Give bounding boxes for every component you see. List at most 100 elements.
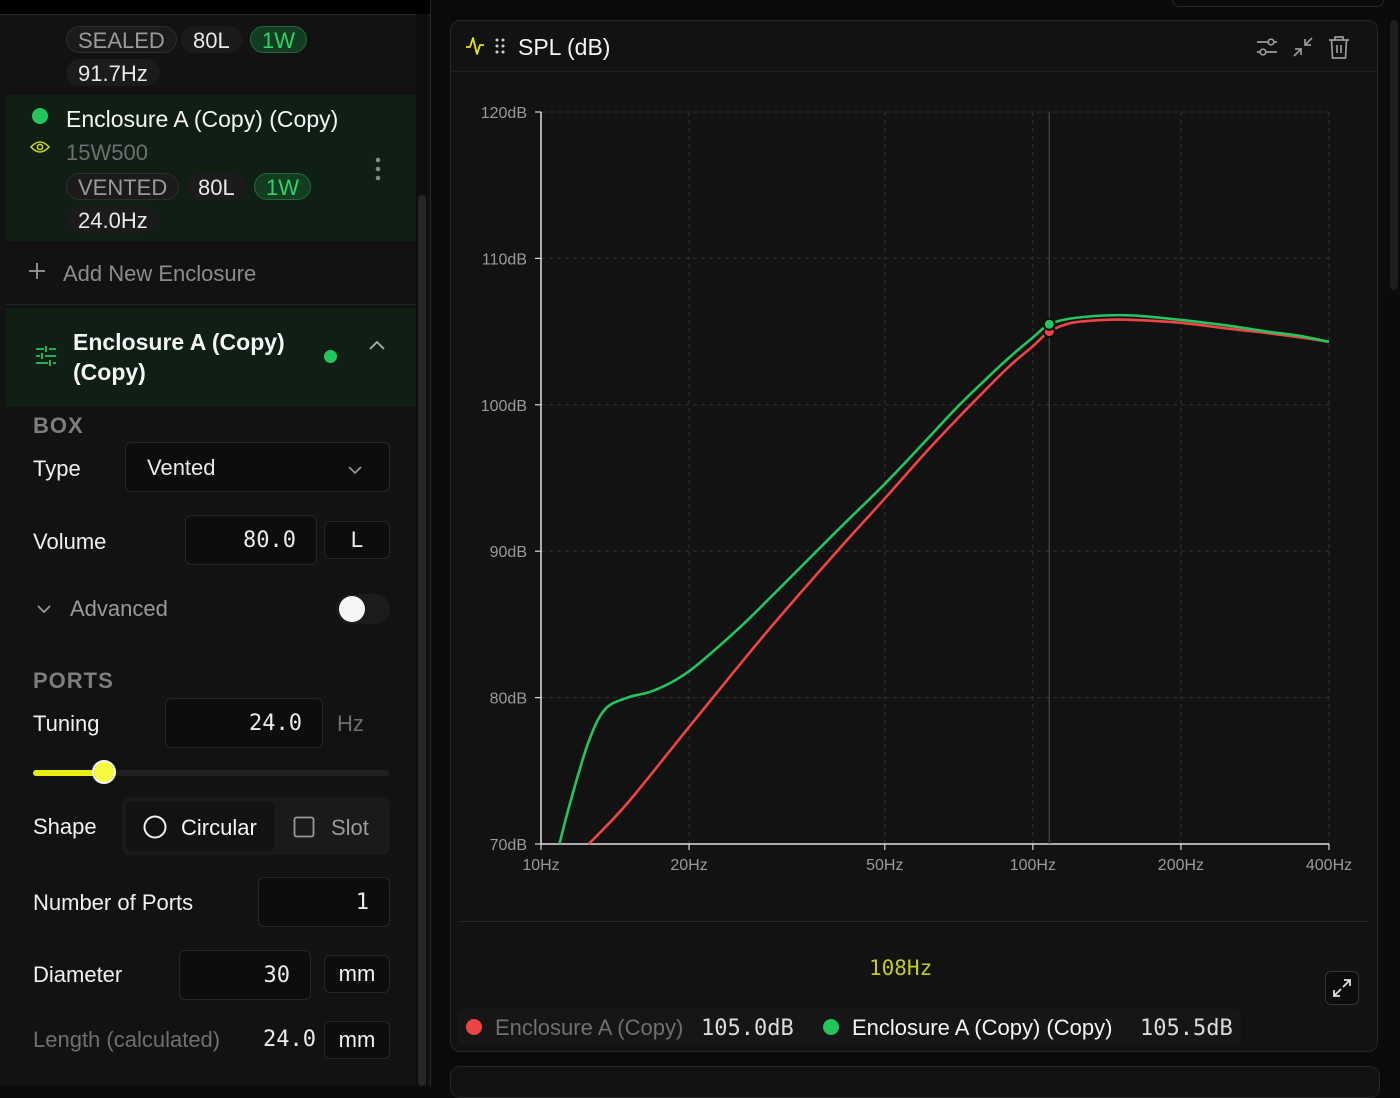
next-card-stub <box>450 1066 1380 1098</box>
y-tick-label: 100dB <box>481 398 527 415</box>
chart-title: SPL (dB) <box>518 34 611 60</box>
volume-badge: 80L <box>181 26 242 53</box>
shape-circular-label: Circular <box>181 815 257 840</box>
legend-series-1-value: 105.0dB <box>701 1016 794 1041</box>
toggle-knob <box>339 596 365 622</box>
x-tick-label: 20Hz <box>670 857 707 874</box>
slider-fill <box>33 770 105 776</box>
square-icon <box>293 816 315 843</box>
circle-icon <box>143 815 167 844</box>
legend-dot-green <box>823 1019 839 1035</box>
shape-segmented-control: Circular Slot <box>122 797 390 855</box>
legend-series-1-name[interactable]: Enclosure A (Copy) <box>495 1015 684 1040</box>
add-new-label: Add New Enclosure <box>63 261 257 286</box>
shape-option-slot[interactable]: Slot <box>278 801 386 851</box>
enclosure-sidebar: SEALED 80L 1W 91.7Hz Enclosure A (Copy) … <box>0 0 431 1086</box>
number-of-ports-input[interactable]: 1 <box>258 877 390 927</box>
frequency-badge: 91.7Hz <box>66 59 160 86</box>
shape-slot-label: Slot <box>331 815 369 840</box>
more-options-icon[interactable] <box>374 157 382 186</box>
chevron-down-icon <box>347 462 363 480</box>
cursor-frequency-readout: 108Hz <box>869 956 933 980</box>
drag-handle-icon[interactable] <box>495 38 505 59</box>
frequency-badge: 24.0Hz <box>66 206 160 233</box>
visibility-eye-icon[interactable] <box>29 140 51 159</box>
tuning-unit: Hz <box>337 711 364 736</box>
driver-name: 15W500 <box>66 140 148 165</box>
advanced-label[interactable]: Advanced <box>70 596 168 621</box>
type-select[interactable]: Vented <box>125 442 390 492</box>
chevron-up-icon[interactable] <box>368 338 386 356</box>
ports-section-label: PORTS <box>33 668 114 693</box>
minimize-icon[interactable] <box>1291 35 1315 64</box>
tuning-slider[interactable] <box>33 760 390 784</box>
y-tick-label: 110dB <box>482 251 527 268</box>
chart-divider <box>459 921 1369 922</box>
legend-dot-red <box>466 1019 482 1035</box>
volume-input-value: 80.0 <box>243 528 296 553</box>
add-new-enclosure-button[interactable]: Add New Enclosure <box>6 246 416 305</box>
enclosure-name: Enclosure A (Copy) (Copy) <box>66 106 339 132</box>
chart-header: SPL (dB) <box>451 21 1377 72</box>
diameter-unit: mm <box>324 955 390 993</box>
shape-option-circular[interactable]: Circular <box>126 801 274 851</box>
volume-label: Volume <box>33 529 107 554</box>
status-dot-icon <box>324 350 337 363</box>
main-scrollbar-thumb[interactable] <box>1390 20 1398 290</box>
number-of-ports-value: 1 <box>355 890 369 915</box>
series-line-2 <box>558 313 1330 845</box>
sidebar-scrollbar-thumb[interactable] <box>418 195 426 1086</box>
editor-header[interactable]: Enclosure A (Copy) (Copy) <box>6 308 416 407</box>
cursor-point-2 <box>1042 317 1056 331</box>
sidebar-topbar <box>0 0 430 15</box>
length-unit: mm <box>324 1021 390 1059</box>
sliders-icon <box>34 344 58 373</box>
volume-input[interactable]: 80.0 <box>185 515 317 565</box>
volume-badge: 80L <box>186 173 247 200</box>
slider-track <box>33 770 390 776</box>
tuning-input-value: 24.0 <box>249 711 302 736</box>
editor-title-line1: Enclosure A (Copy) <box>73 329 285 355</box>
series-line-1 <box>587 318 1330 845</box>
diameter-input-value: 30 <box>263 963 291 988</box>
y-tick-label: 120dB <box>481 105 527 122</box>
y-tick-label: 80dB <box>490 691 527 708</box>
volume-unit: L <box>324 521 390 559</box>
length-calculated-label: Length (calculated) <box>33 1027 221 1052</box>
slider-thumb[interactable] <box>92 760 117 784</box>
type-label: Type <box>33 456 81 481</box>
number-of-ports-label: Number of Ports <box>33 890 194 915</box>
status-dot-icon <box>32 108 48 124</box>
spl-chart-plot[interactable]: 70dB 80dB 90dB 100dB 110dB 120dB 10Hz 20Hz 50Hz 1… <box>451 21 1377 921</box>
power-badge: 1W <box>250 26 307 53</box>
diameter-input[interactable]: 30 <box>179 950 311 1000</box>
x-tick-label: 100Hz <box>1010 857 1056 874</box>
x-tick-label: 50Hz <box>866 857 903 874</box>
tuning-label: Tuning <box>33 711 100 736</box>
shape-label: Shape <box>33 814 97 839</box>
spl-chart-card: SPL (dB) 70dB 80dB 90dB 100dB 110dB 120dB 10Hz… <box>450 20 1378 1052</box>
y-tick-label: 70dB <box>490 837 527 854</box>
y-tick-label: 90dB <box>490 544 527 561</box>
editor-title-line2: (Copy) <box>73 359 146 385</box>
pulse-icon <box>465 35 485 62</box>
enclosure-card-selected[interactable]: Enclosure A (Copy) (Copy) 15W500 VENTED … <box>6 95 416 241</box>
legend-series-2-name[interactable]: Enclosure A (Copy) (Copy) <box>852 1015 1113 1040</box>
tuning-input[interactable]: 24.0 <box>165 698 323 748</box>
settings-sliders-icon[interactable] <box>1255 35 1279 64</box>
x-tick-label: 10Hz <box>522 857 559 874</box>
trash-icon[interactable] <box>1327 34 1351 65</box>
x-tick-label: 200Hz <box>1158 857 1204 874</box>
type-badge: VENTED <box>66 173 180 200</box>
power-badge: 1W <box>254 173 311 200</box>
diameter-label: Diameter <box>33 962 123 987</box>
advanced-toggle[interactable] <box>336 594 390 624</box>
box-section-label: BOX <box>33 413 84 438</box>
expand-icon[interactable] <box>1325 971 1359 1005</box>
chevron-down-icon[interactable] <box>36 601 52 619</box>
legend-series-2-value: 105.5dB <box>1140 1016 1233 1041</box>
top-tab-stub <box>1172 0 1384 7</box>
length-calculated-value: 24.0 <box>263 1027 316 1052</box>
type-select-value: Vented <box>147 455 216 480</box>
x-tick-label: 400Hz <box>1306 857 1352 874</box>
